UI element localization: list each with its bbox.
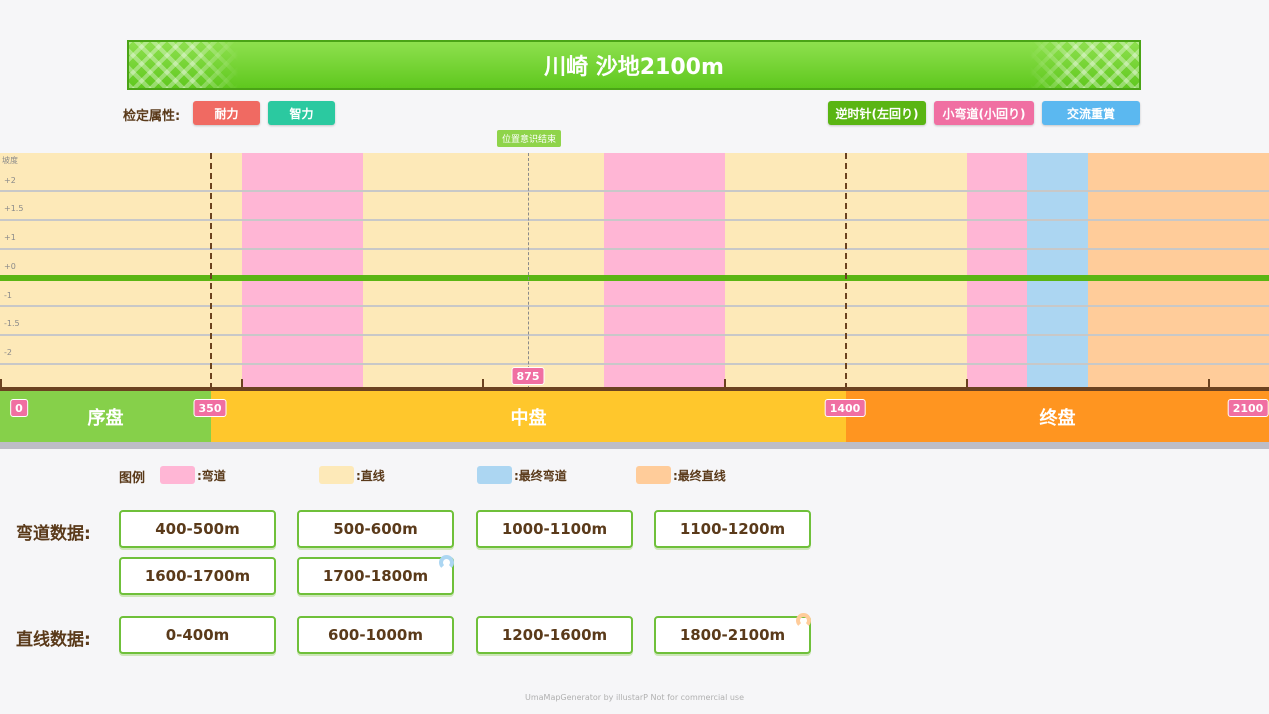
- legend-label: :最终弯道: [514, 468, 567, 483]
- curve-segment-button[interactable]: 1000-1100m: [476, 510, 633, 548]
- phase-pin-0: 0: [10, 399, 28, 417]
- legend-final-straight: :最终直线: [636, 466, 726, 484]
- banner-pattern-left: [129, 42, 239, 88]
- banner-pattern-right: [1029, 42, 1139, 88]
- legend-swatch: [160, 466, 195, 484]
- y-label: +1.5: [4, 204, 24, 213]
- gridline-plus2: [0, 190, 1269, 192]
- course-chart: 坡度 +2 +1.5 +1 +0 -1 -1.5 -2: [0, 153, 1269, 389]
- phase-opening-label: 序盘: [87, 407, 124, 429]
- curve-segment-button[interactable]: 1100-1200m: [654, 510, 811, 548]
- straight-segment-button[interactable]: 1800-2100m: [654, 616, 811, 654]
- final-straight-icon: [796, 613, 811, 628]
- tag-curve-size: 小弯道(小回り): [934, 101, 1034, 125]
- position-marker-label: 位置意识结束: [496, 130, 562, 147]
- phase-boundary-line: [845, 153, 847, 389]
- y-label: -1.5: [4, 319, 20, 328]
- y-label: +0: [4, 262, 16, 271]
- legend-label: :最终直线: [673, 468, 726, 483]
- tag-direction: 逆时针(左回り): [828, 101, 926, 125]
- curve-segment-button[interactable]: 1700-1800m: [297, 557, 454, 595]
- final-curve-icon: [439, 555, 454, 570]
- footer-credit: UmaMapGenerator by illustarP Not for com…: [524, 693, 745, 702]
- tag-wisdom: 智力: [268, 101, 335, 125]
- segment-straight: [0, 153, 242, 389]
- tag-stamina: 耐力: [193, 101, 260, 125]
- position-marker-line: [528, 153, 529, 389]
- segment-straight: [362, 153, 605, 389]
- tag-race-grade-label: 交流重賞: [1066, 106, 1115, 121]
- y-label: -1: [4, 291, 12, 300]
- segment-curve: [966, 153, 1028, 389]
- straight-segment-button[interactable]: 0-400m: [119, 616, 276, 654]
- tag-race-grade: 交流重賞: [1042, 101, 1140, 125]
- tag-curve-size-label: 小弯道(小回り): [942, 106, 1026, 121]
- curve-segment-button[interactable]: 500-600m: [297, 510, 454, 548]
- distance-tick: [965, 379, 968, 388]
- gridline-minus1: [0, 305, 1269, 307]
- phase-final-label: 终盘: [1039, 407, 1076, 429]
- legend-title: 图例: [119, 471, 146, 486]
- distance-axis: [0, 387, 1269, 391]
- tag-stamina-label: 耐力: [214, 106, 239, 121]
- y-label: +2: [4, 176, 16, 185]
- distance-tick: [724, 379, 727, 388]
- slope-axis-title: 坡度: [2, 156, 18, 165]
- legend-swatch: [636, 466, 671, 484]
- segment-curve: [241, 153, 363, 389]
- tag-direction-label: 逆时针(左回り): [835, 106, 919, 121]
- page-title: 川崎 沙地2100m: [544, 55, 724, 80]
- legend-final-curve: :最终弯道: [477, 466, 567, 484]
- distance-tick: [1207, 379, 1210, 388]
- phase-middle: 中盘: [211, 391, 846, 442]
- legend-curve: :弯道: [160, 466, 226, 484]
- segment-final-straight: [1087, 153, 1269, 389]
- gridline-minus1-5: [0, 334, 1269, 336]
- phase-final: 终盘: [846, 391, 1269, 442]
- tag-wisdom-label: 智力: [289, 106, 314, 121]
- curve-segment-button[interactable]: 400-500m: [119, 510, 276, 548]
- distance-pin-875: 875: [511, 367, 545, 385]
- legend-swatch: [477, 466, 512, 484]
- phase-pin-350: 350: [193, 399, 227, 417]
- y-label: -2: [4, 348, 12, 357]
- attribute-label: 检定属性:: [123, 109, 181, 124]
- distance-tick: [240, 379, 243, 388]
- phase-opening: 序盘: [0, 391, 211, 442]
- phase-boundary-line: [210, 153, 212, 389]
- straight-data-label: 直线数据:: [16, 630, 91, 650]
- phase-pin-1400: 1400: [824, 399, 866, 417]
- curve-data-label: 弯道数据:: [16, 524, 91, 544]
- phase-pin-2100: 2100: [1227, 399, 1269, 417]
- distance-tick: [482, 379, 485, 388]
- y-label: +1: [4, 233, 16, 242]
- straight-segment-button[interactable]: 1200-1600m: [476, 616, 633, 654]
- gridline-zero: [0, 275, 1269, 281]
- legend-label: :弯道: [197, 468, 226, 483]
- legend-straight: :直线: [319, 466, 385, 484]
- gridline-minus2: [0, 363, 1269, 365]
- title-banner: 川崎 沙地2100m: [127, 40, 1141, 90]
- distance-tick: [0, 379, 2, 388]
- curve-segment-button[interactable]: 1600-1700m: [119, 557, 276, 595]
- phase-middle-label: 中盘: [510, 407, 547, 429]
- segment-final-curve: [1027, 153, 1088, 389]
- legend-swatch: [319, 466, 354, 484]
- gridline-plus1-5: [0, 219, 1269, 221]
- straight-segment-button[interactable]: 600-1000m: [297, 616, 454, 654]
- phase-bar-shadow: [0, 442, 1269, 449]
- gridline-plus1: [0, 248, 1269, 250]
- legend-label: :直线: [356, 468, 385, 483]
- segment-curve: [604, 153, 726, 389]
